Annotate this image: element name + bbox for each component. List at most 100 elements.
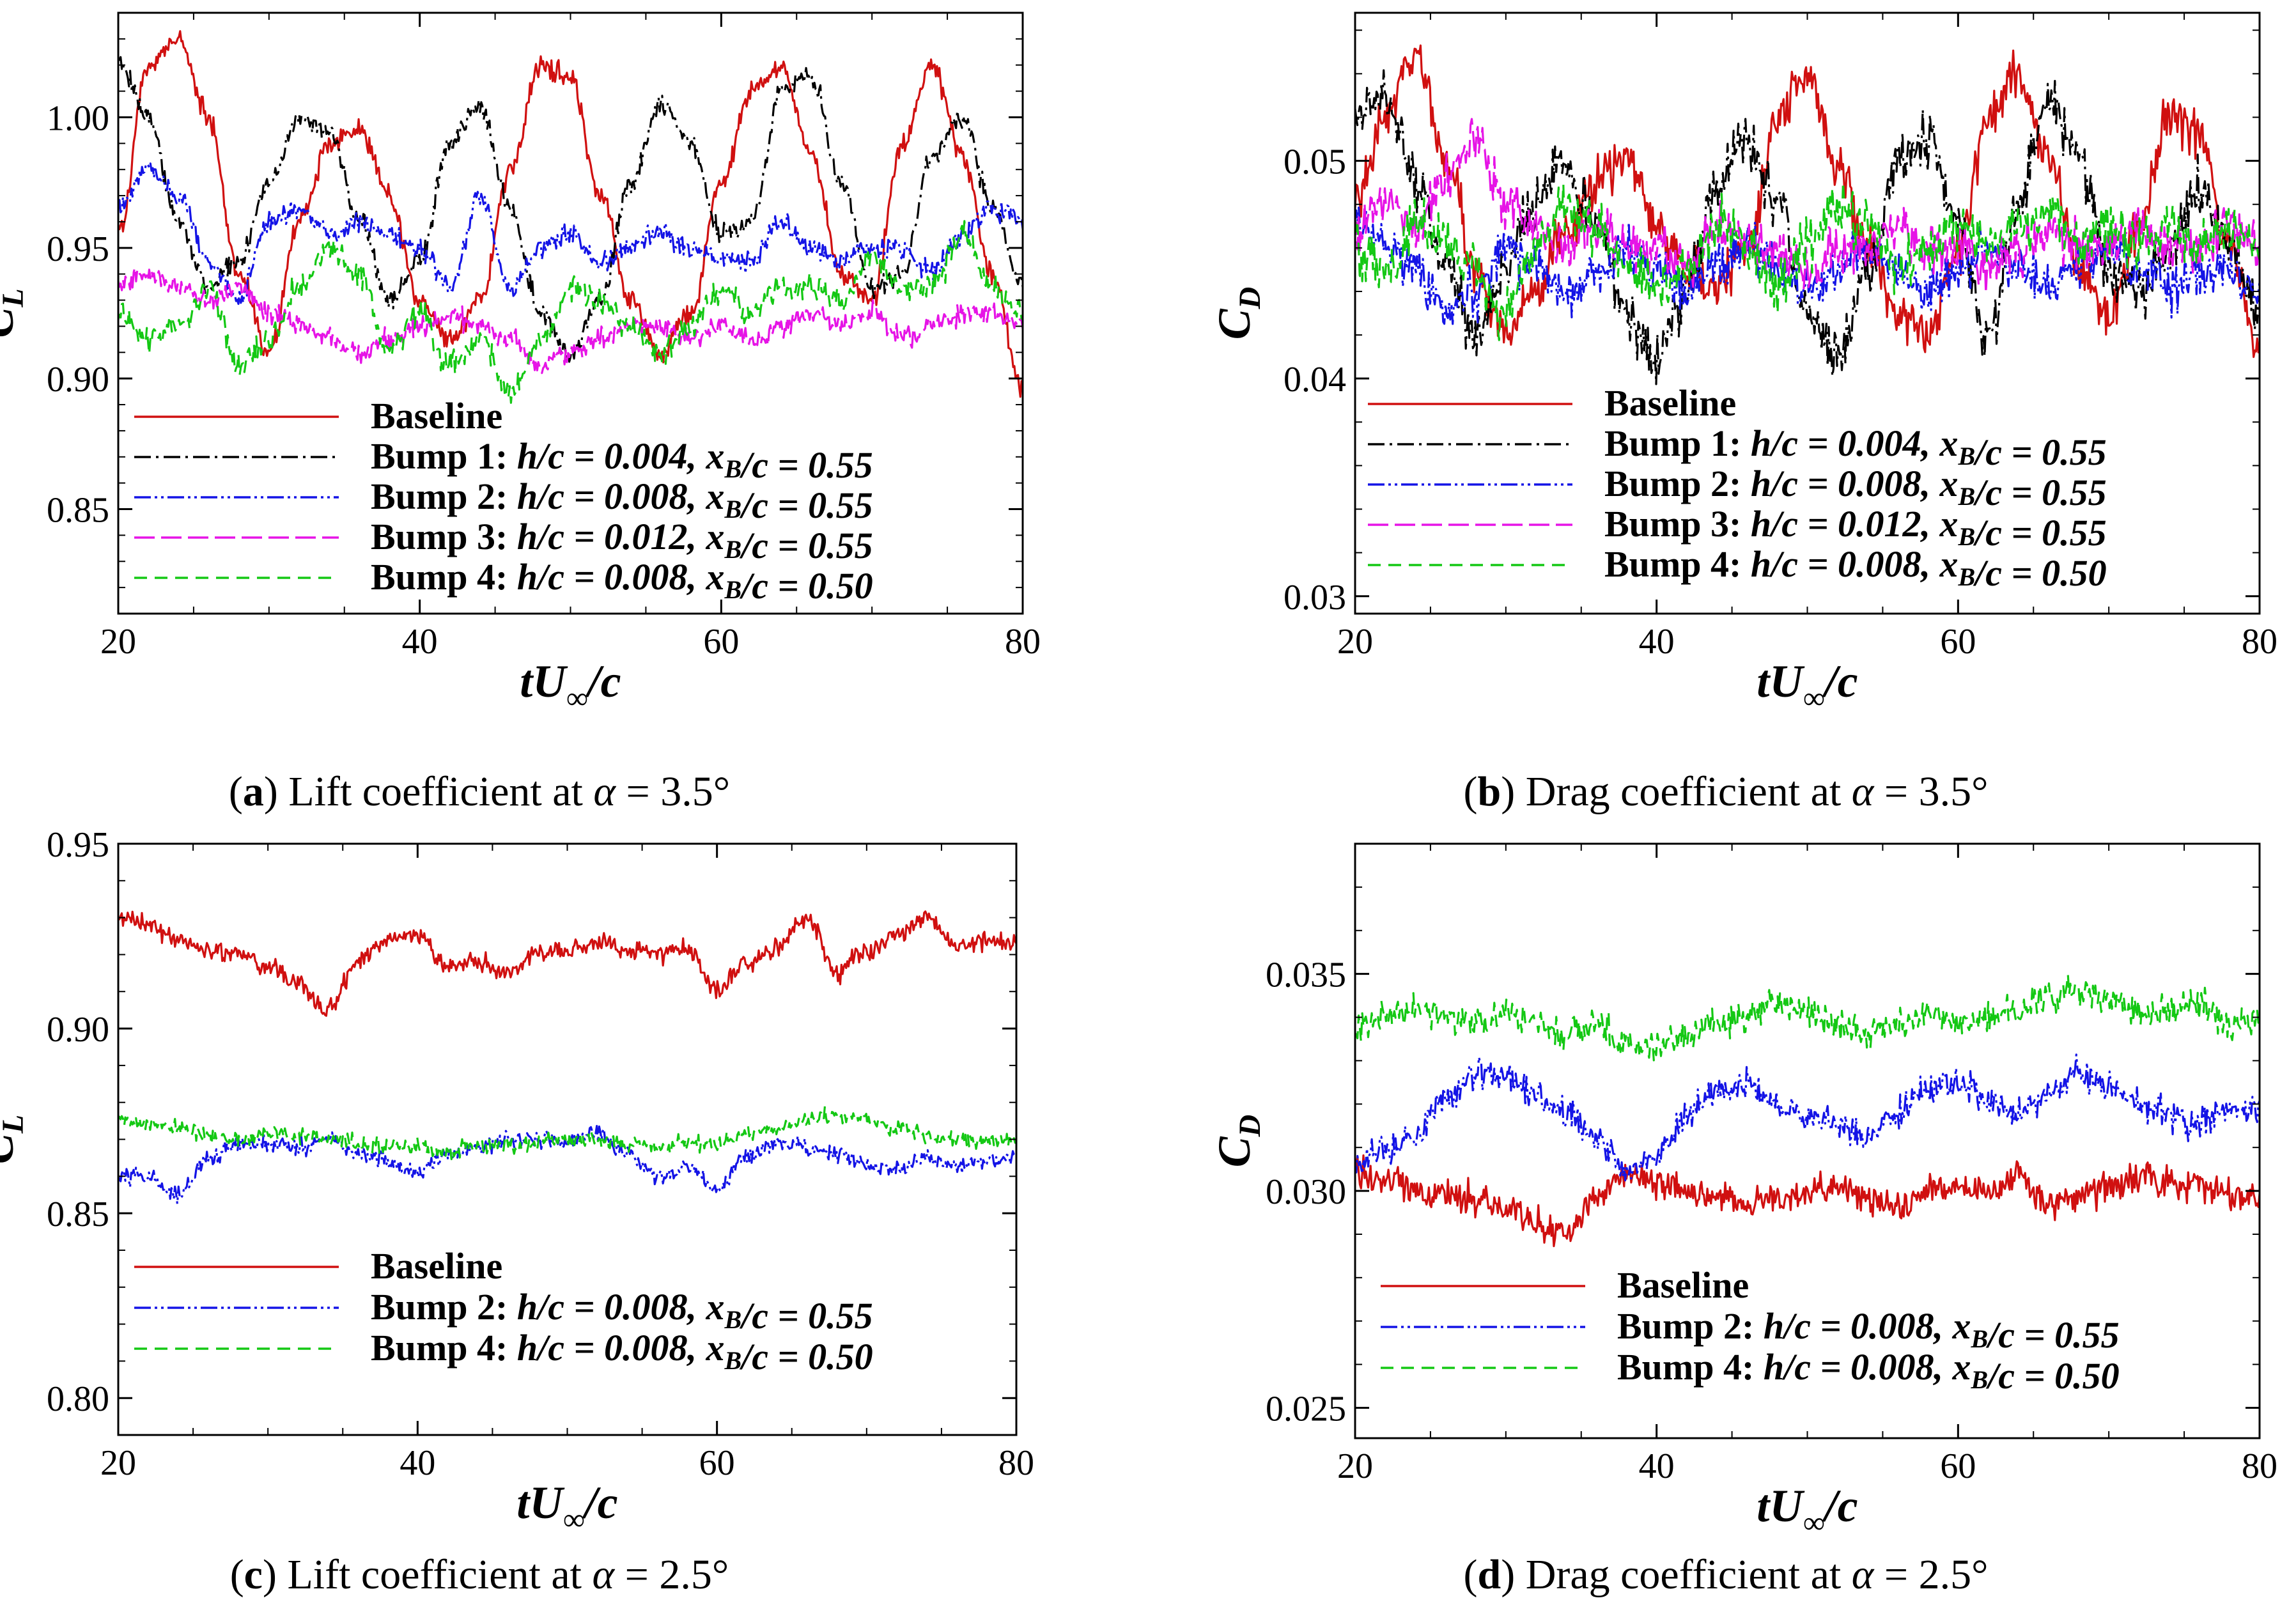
legend-label-bump-4: Bump 4: h/c = 0.008, xB/c = 0.50 <box>1604 543 2107 594</box>
x-tick-label: 80 <box>2242 1446 2277 1486</box>
caption-a-letter: a <box>243 768 264 815</box>
y-tick-label: 0.90 <box>47 1010 109 1050</box>
series-group <box>118 30 1023 404</box>
y-tick-label: 0.85 <box>47 1195 109 1234</box>
series-line-bump-2 <box>118 162 1023 306</box>
legend-label-baseline: Baseline <box>1604 382 1736 424</box>
caption-b: (b) Drag coefficient at α = 3.5° <box>1464 768 1989 815</box>
series-line-baseline <box>1355 1154 2260 1248</box>
x-tick-label: 40 <box>402 622 438 662</box>
legend-label-bump-2: Bump 2: h/c = 0.008, xB/c = 0.55 <box>371 1286 873 1337</box>
series-group <box>1355 44 2260 385</box>
series-group <box>118 910 1016 1205</box>
series-line-bump-4 <box>1355 180 2260 341</box>
series-line-bump-2 <box>1355 1053 2260 1182</box>
legend-label-bump-4: Bump 4: h/c = 0.008, xB/c = 0.50 <box>371 1327 873 1377</box>
y-tick-label: 0.04 <box>1284 360 1346 399</box>
legend-label-bump-2: Bump 2: h/c = 0.008, xB/c = 0.55 <box>1604 463 2107 513</box>
x-tick-label: 60 <box>1940 1446 1976 1486</box>
legend-label-bump-1: Bump 1: h/c = 0.004, xB/c = 0.55 <box>371 435 873 486</box>
series-line-bump-4 <box>1355 973 2260 1062</box>
caption-d-text: Drag coefficient at <box>1515 1551 1852 1598</box>
x-tick-label: 40 <box>1639 622 1675 662</box>
caption-b-value: = 3.5° <box>1873 768 1988 815</box>
legend-label-bump-3: Bump 3: h/c = 0.012, xB/c = 0.55 <box>371 516 873 566</box>
caption-d-letter: d <box>1477 1551 1501 1598</box>
x-tick-label: 60 <box>703 622 739 662</box>
caption-c: (c) Lift coefficient at α = 2.5° <box>230 1551 729 1598</box>
x-tick-label: 80 <box>1005 622 1041 662</box>
y-tick-label: 0.90 <box>47 360 109 399</box>
series-line-bump-1 <box>118 56 1023 363</box>
y-tick-label: 0.035 <box>1266 956 1346 995</box>
y-tick-label: 0.05 <box>1284 143 1346 182</box>
panel-c-lift-2p5: 204060800.800.850.900.95tU∞/cCLBaselineB… <box>0 825 1034 1537</box>
legend-label-baseline: Baseline <box>371 1245 502 1287</box>
series-group <box>1355 973 2260 1248</box>
y-tick-label: 0.95 <box>47 229 109 269</box>
x-tick-label: 20 <box>1337 622 1373 662</box>
caption-a-text: Lift coefficient at <box>278 768 594 815</box>
series-line-baseline <box>118 910 1016 1017</box>
series-line-bump-3 <box>1355 118 2260 295</box>
caption-c-text: Lift coefficient at <box>277 1551 593 1598</box>
y-tick-label: 0.80 <box>47 1379 109 1419</box>
panel-d-drag-2p5: 20 40 60 800.0250.0300.035tU∞/cCDBaselineBu… <box>1209 842 2277 1540</box>
legend-label-bump-4: Bump 4: h/c = 0.008, xB/c = 0.50 <box>1617 1346 2120 1397</box>
x-axis-label: tU∞/c <box>1757 656 1858 715</box>
caption-b-alpha: α <box>1852 768 1875 815</box>
caption-a-value: = 3.5° <box>616 768 730 815</box>
caption-c-letter: c <box>244 1551 263 1598</box>
caption-d: (d) Drag coefficient at α = 2.5° <box>1464 1551 1989 1598</box>
x-tick-label: 40 <box>1639 1446 1675 1486</box>
caption-d-alpha: α <box>1852 1551 1875 1598</box>
series-line-baseline <box>118 30 1023 398</box>
legend-label-bump-4: Bump 4: h/c = 0.008, xB/c = 0.50 <box>371 556 873 607</box>
y-axis-label: CD <box>1209 1115 1267 1168</box>
x-axis-label: tU∞/c <box>520 656 621 715</box>
caption-a-alpha: α <box>593 768 616 815</box>
series-line-bump-4 <box>118 1105 1016 1161</box>
caption-b-letter: b <box>1477 768 1501 815</box>
x-tick-label: 40 <box>399 1443 435 1483</box>
panel-b-drag-3p5: 20 40 60 800.030.040.05tU∞/cCDBaselineBump … <box>1209 12 2277 715</box>
x-axis-label: tU∞/c <box>1757 1480 1858 1540</box>
x-tick-label: 60 <box>699 1443 735 1483</box>
legend-label-bump-2: Bump 2: h/c = 0.008, xB/c = 0.55 <box>371 476 873 526</box>
x-tick-label: 20 <box>1337 1446 1373 1486</box>
caption-a: (a) Lift coefficient at α = 3.5° <box>229 768 730 815</box>
x-tick-label: 60 <box>1940 622 1976 662</box>
y-tick-label: 0.85 <box>47 491 109 531</box>
y-axis-label: CL <box>0 1115 30 1164</box>
caption-c-value: = 2.5° <box>614 1551 729 1598</box>
y-tick-label: 1.00 <box>47 98 109 138</box>
caption-c-alpha: α <box>593 1551 616 1598</box>
y-tick-label: 0.03 <box>1284 578 1346 617</box>
series-line-bump-3 <box>118 266 1023 375</box>
caption-d-value: = 2.5° <box>1873 1551 1988 1598</box>
legend-label-bump-2: Bump 2: h/c = 0.008, xB/c = 0.55 <box>1617 1305 2120 1356</box>
y-tick-label: 0.025 <box>1266 1389 1346 1429</box>
y-tick-label: 0.030 <box>1266 1172 1346 1212</box>
panel-a-lift-3p5: 204060800.850.900.951.00tU∞/cCLBaselineB… <box>0 12 1041 715</box>
series-line-bump-4 <box>118 220 1023 404</box>
y-axis-label: CL <box>0 288 30 337</box>
legend-label-baseline: Baseline <box>1617 1264 1749 1306</box>
y-axis-label: CD <box>1209 287 1267 340</box>
x-tick-label: 20 <box>100 622 136 662</box>
series-line-bump-2 <box>118 1124 1016 1205</box>
legend-label-bump-1: Bump 1: h/c = 0.004, xB/c = 0.55 <box>1604 423 2107 473</box>
x-tick-label: 80 <box>998 1443 1034 1483</box>
caption-b-text: Drag coefficient at <box>1515 768 1852 815</box>
y-tick-label: 0.95 <box>47 825 109 865</box>
x-tick-label: 20 <box>100 1443 136 1483</box>
legend-label-bump-3: Bump 3: h/c = 0.012, xB/c = 0.55 <box>1604 503 2107 554</box>
x-axis-label: tU∞/c <box>516 1477 617 1537</box>
x-tick-label: 80 <box>2242 622 2277 662</box>
legend-label-baseline: Baseline <box>371 395 502 437</box>
